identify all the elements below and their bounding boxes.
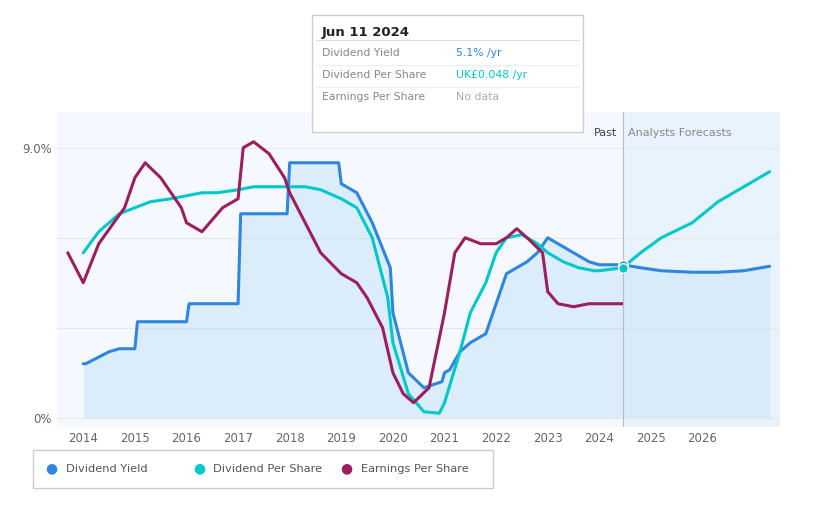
Text: Earnings Per Share: Earnings Per Share [322, 92, 425, 102]
Text: ●: ● [193, 462, 205, 475]
Text: Past: Past [594, 128, 617, 138]
Text: Jun 11 2024: Jun 11 2024 [322, 26, 410, 40]
Text: 5.1% /yr: 5.1% /yr [456, 48, 501, 58]
Text: Dividend Yield: Dividend Yield [322, 48, 400, 58]
Text: No data: No data [456, 92, 498, 102]
Text: Dividend Yield: Dividend Yield [66, 464, 147, 473]
Bar [622, 112, 780, 427]
Text: Dividend Per Share: Dividend Per Share [322, 70, 426, 80]
Text: ●: ● [45, 462, 57, 475]
Text: Analysts Forecasts: Analysts Forecasts [628, 128, 732, 138]
Text: Earnings Per Share: Earnings Per Share [361, 464, 469, 473]
Text: UK£0.048 /yr: UK£0.048 /yr [456, 70, 527, 80]
Text: Dividend Per Share: Dividend Per Share [213, 464, 323, 473]
Text: ●: ● [341, 462, 353, 475]
